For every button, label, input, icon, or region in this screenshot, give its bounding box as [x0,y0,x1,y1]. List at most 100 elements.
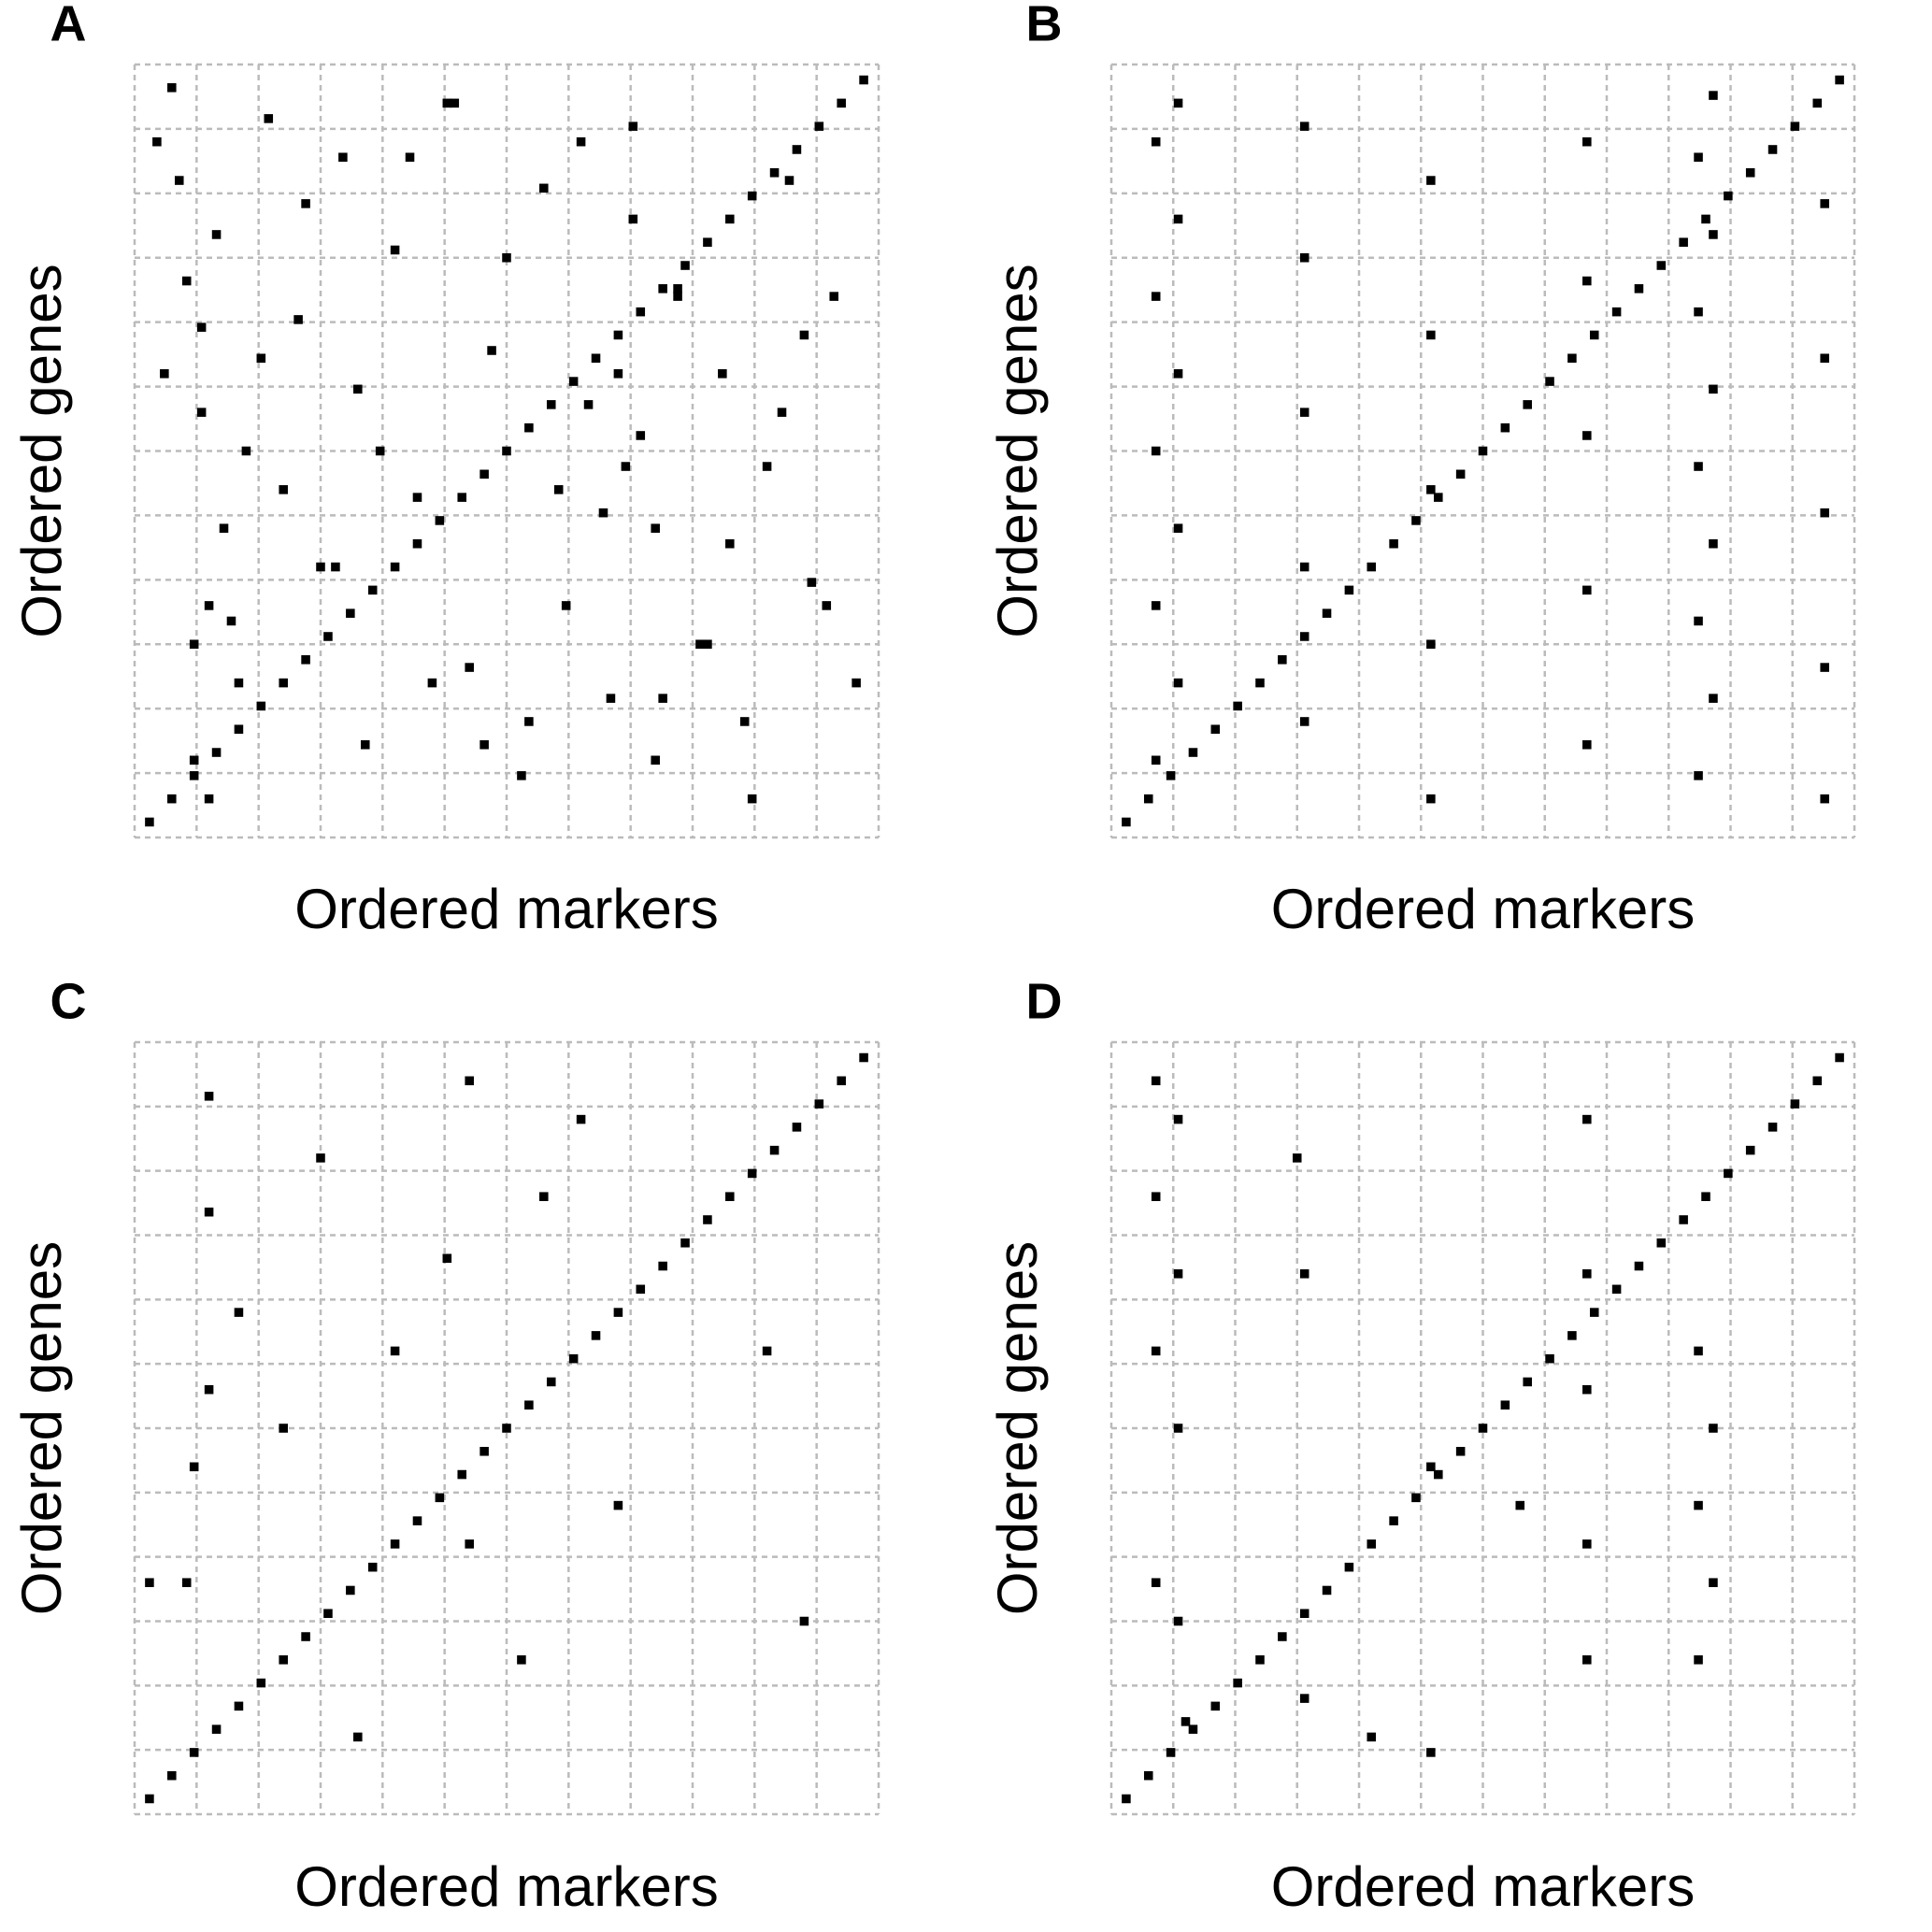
y-axis-label: Ordered genes [10,1241,73,1615]
point [465,1539,474,1549]
point [1812,1076,1823,1086]
point [301,199,310,208]
point [799,330,809,340]
point [1299,1609,1309,1619]
point [576,136,586,147]
point [487,346,496,355]
point [747,1168,757,1179]
point [1694,1500,1703,1510]
point [807,578,817,587]
point [1582,136,1592,147]
point [174,176,184,185]
point [598,508,608,518]
point [837,1076,846,1086]
point [814,122,824,131]
point [226,616,236,626]
point [1582,431,1592,440]
point [747,794,757,804]
point [1188,748,1198,757]
point [1523,400,1532,409]
point [1173,214,1183,224]
point [680,261,690,270]
point [695,639,705,650]
point [1389,1516,1398,1525]
point [1143,794,1153,804]
point [546,400,556,409]
point [1701,1192,1710,1201]
point [658,694,667,703]
point [1724,191,1733,201]
point [1181,1717,1191,1726]
point [1582,585,1592,595]
x-axis-label: Ordered markers [294,878,718,940]
point [613,330,623,340]
point [613,1500,623,1510]
point [539,183,549,193]
point [293,315,303,324]
point [628,122,638,131]
point [814,1099,824,1109]
point [1173,1616,1183,1626]
point [792,145,802,154]
point [524,717,534,726]
point [1188,1724,1198,1734]
point [606,694,616,703]
point [367,585,378,595]
panel-label: A [50,0,87,51]
point [256,353,266,364]
point [1299,122,1309,131]
point [353,384,363,394]
point [1567,353,1577,364]
point [1582,1384,1592,1395]
point [747,191,757,201]
point [703,1215,712,1224]
point [1367,1539,1377,1549]
point [613,1308,623,1317]
point [256,701,266,711]
point [1322,1585,1332,1596]
point [189,1462,199,1472]
point [1426,794,1436,804]
point [1455,469,1466,479]
point [1255,678,1265,688]
point [524,1400,534,1410]
point [427,678,437,688]
point [1411,516,1421,525]
point [375,446,385,456]
point [1523,1377,1532,1387]
point [1151,755,1161,766]
point [211,1724,222,1734]
point [1478,446,1488,456]
point [1820,508,1829,518]
point [1426,485,1436,494]
x-axis-label: Ordered markers [1271,878,1695,940]
point [1709,1424,1718,1433]
point [1389,538,1398,549]
point [279,485,288,494]
point [1835,75,1844,85]
point [1694,462,1703,471]
point [442,1253,452,1264]
point [1411,1493,1421,1503]
point [301,1632,310,1641]
point [1173,1269,1183,1279]
point [1694,1655,1703,1665]
point [1634,1261,1644,1271]
point [196,322,207,332]
point [1694,152,1703,163]
point [1367,1732,1377,1742]
point [338,152,348,163]
point [829,292,839,301]
point [859,75,868,85]
point [1709,230,1718,239]
point [822,601,832,610]
point [1151,1192,1161,1201]
point [1166,1748,1176,1757]
point [1173,369,1183,379]
point [1233,1678,1242,1688]
point [1151,446,1161,456]
point [1500,422,1510,433]
point [1151,1578,1161,1587]
point [234,678,244,688]
point [1694,307,1703,317]
